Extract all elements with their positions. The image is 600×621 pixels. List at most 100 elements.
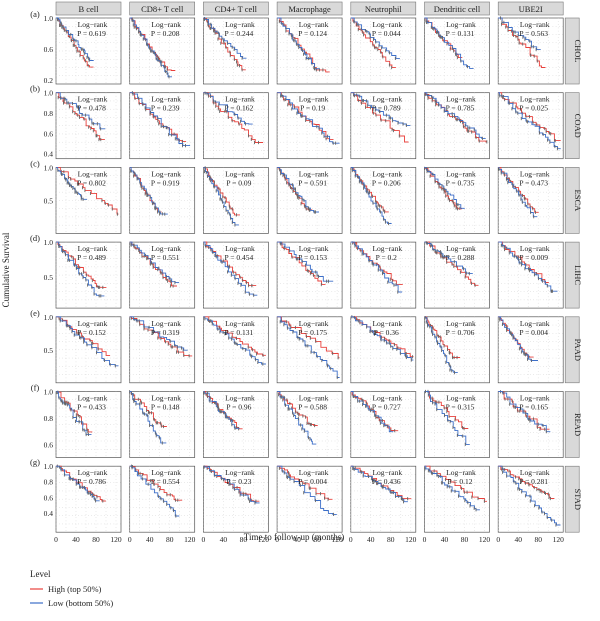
x-tick-label: 0 (275, 535, 279, 544)
x-tick-label: 120 (553, 535, 565, 544)
x-tick-label: 120 (479, 535, 491, 544)
x-tick-label: 120 (405, 535, 417, 544)
pvalue-label: P = 0.454 (225, 253, 254, 262)
x-tick-label: 120 (258, 535, 270, 544)
survival-curve (56, 92, 106, 130)
panel-frame (424, 465, 490, 533)
survival-curve (203, 391, 243, 430)
cancer-strip (564, 465, 580, 533)
pvalue-label: P = 0.09 (226, 178, 251, 187)
survival-curve (350, 316, 414, 361)
pvalue-label: P = 0.919 (151, 178, 180, 187)
logrank-label: Log−rank (520, 319, 550, 328)
logrank-label: Log−rank (225, 169, 255, 178)
y-tick-label: 0.6 (44, 440, 54, 449)
survival-curve (129, 316, 188, 351)
survival-curve (56, 316, 111, 356)
logrank-label: Log−rank (299, 169, 329, 178)
pvalue-label: P = 0.551 (151, 253, 180, 262)
pvalue-label: P = 0.36 (374, 328, 399, 337)
cancer-strip (564, 316, 580, 384)
logrank-label: Log−rank (78, 244, 108, 253)
survival-curve (424, 465, 487, 502)
panel-frame (129, 465, 196, 533)
x-tick-label: 40 (293, 535, 301, 544)
y-tick-label: 0.5 (44, 196, 54, 205)
survival-curve (424, 17, 474, 69)
logrank-label: Log−rank (299, 95, 329, 104)
survival-curve (498, 166, 538, 218)
pvalue-label: P = 0.802 (77, 178, 106, 187)
logrank-label: Log−rank (299, 20, 329, 29)
logrank-label: Log−rank (299, 468, 329, 477)
logrank-label: Log−rank (225, 468, 255, 477)
legend: Level High (top 50%) Low (bottom 50%) (30, 569, 113, 608)
y-tick-label: 1.0 (44, 238, 54, 247)
logrank-label: Log−rank (299, 319, 329, 328)
x-tick-label: 40 (441, 535, 449, 544)
column-label: Neutrophil (365, 4, 402, 14)
logrank-label: Log−rank (78, 169, 108, 178)
survival-curve (498, 92, 561, 150)
logrank-label: Log−rank (225, 20, 255, 29)
logrank-label: Log−rank (372, 244, 402, 253)
survival-curve (129, 166, 168, 215)
y-tick-label: 1.0 (44, 14, 54, 23)
survival-curve (277, 465, 337, 515)
survival-curve (277, 92, 340, 144)
logrank-label: Log−rank (520, 394, 550, 403)
logrank-label: Log−rank (446, 20, 476, 29)
x-tick-label: 0 (128, 535, 132, 544)
row-letter: (f) (31, 383, 40, 393)
pvalue-label: P = 0.044 (372, 29, 401, 38)
pvalue-label: P = 0.206 (372, 178, 401, 187)
survival-curve (350, 92, 409, 143)
pvalue-label: P = 0.19 (300, 104, 325, 113)
column-strip (55, 1, 122, 16)
x-tick-label: 0 (202, 535, 206, 544)
column-label: Dendritic cell (434, 4, 481, 14)
cancer-label: PAAD (573, 339, 583, 361)
pvalue-label: P = 0.208 (151, 29, 180, 38)
survival-curve (56, 391, 93, 433)
logrank-label: Log−rank (446, 95, 476, 104)
column-strip (203, 1, 269, 16)
survival-curve (424, 316, 458, 374)
logrank-label: Log−rank (151, 394, 181, 403)
pvalue-label: P = 0.281 (519, 477, 548, 486)
row-letter: (a) (30, 9, 40, 19)
pvalue-label: P = 0.436 (372, 477, 401, 486)
cancer-strip (564, 17, 580, 85)
y-axis-title: Cumulative Survival (1, 232, 11, 307)
x-tick-label: 0 (496, 535, 500, 544)
logrank-label: Log−rank (151, 468, 181, 477)
logrank-label: Log−rank (225, 394, 255, 403)
logrank-label: Log−rank (372, 95, 402, 104)
survival-curve (277, 241, 334, 282)
pvalue-label: P = 0.96 (226, 403, 251, 412)
y-tick-label: 0.4 (44, 509, 54, 518)
pvalue-label: P = 0.004 (519, 328, 548, 337)
logrank-label: Log−rank (78, 468, 108, 477)
survival-curve (129, 465, 183, 501)
y-tick-label: 1.0 (44, 163, 54, 172)
pvalue-label: P = 0.148 (151, 403, 180, 412)
